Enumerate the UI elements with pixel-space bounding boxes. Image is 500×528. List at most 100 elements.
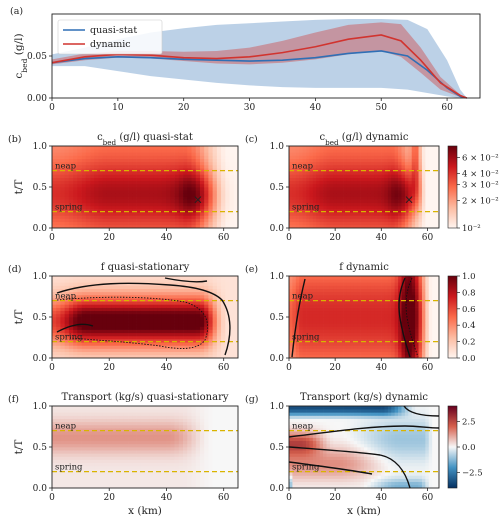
heatmap-cell — [56, 193, 61, 197]
heatmap-cell — [52, 418, 57, 423]
heatmap-cell — [329, 288, 334, 293]
heatmap-cell — [377, 351, 382, 356]
heatmap-cell — [289, 342, 293, 346]
heatmap-cell — [221, 199, 226, 204]
heatmap-cell — [404, 155, 409, 159]
heatmap-cell — [411, 326, 416, 330]
heatmap-cell — [350, 161, 355, 166]
heatmap-cell — [343, 304, 348, 308]
heatmap-cell — [391, 335, 396, 340]
heatmap-cell — [233, 193, 239, 197]
heatmap-cell — [340, 161, 344, 166]
heatmap-cell — [323, 183, 327, 188]
heatmap-cell — [115, 288, 120, 293]
heatmap-cell — [77, 320, 82, 324]
heatmap-cell — [178, 193, 184, 197]
heatmap-cell — [394, 221, 399, 226]
heatmap-cell — [90, 183, 95, 188]
heatmap-cell — [357, 291, 361, 296]
heatmap-cell — [415, 155, 419, 159]
heatmap-cell — [384, 342, 389, 346]
heatmap-cell — [374, 205, 378, 210]
heatmap-cell — [435, 329, 440, 334]
heatmap-cell — [204, 221, 209, 226]
heatmap-cell — [299, 304, 303, 308]
heatmap-cell — [199, 196, 205, 200]
heatmap-cell — [398, 212, 402, 216]
heatmap-cell — [299, 152, 303, 156]
heatmap-cell — [64, 218, 70, 223]
heatmap-cell — [128, 339, 133, 343]
heatmap-cell — [326, 209, 331, 213]
heatmap-cell — [377, 209, 382, 213]
heatmap-cell — [98, 354, 104, 359]
heatmap-cell — [343, 171, 348, 175]
heatmap-cell — [309, 202, 314, 207]
heatmap-cell — [221, 161, 226, 166]
heatmap-cell — [174, 193, 180, 197]
heatmap-cell — [73, 475, 78, 479]
heatmap-cell — [306, 209, 310, 213]
heatmap-cell — [374, 161, 378, 166]
heatmap-cell — [295, 152, 300, 156]
heatmap-cell — [157, 180, 163, 185]
heatmap-cell — [364, 288, 368, 293]
heatmap-cell — [329, 279, 334, 283]
heatmap-cell — [60, 409, 66, 413]
heatmap-cell — [312, 348, 317, 353]
heatmap-cell — [394, 323, 399, 327]
heatmap-cell — [411, 177, 416, 182]
heatmap-cell — [161, 199, 167, 204]
heatmap-cell — [411, 224, 416, 229]
heatmap-cell — [323, 342, 327, 346]
heatmap-cell — [360, 298, 365, 302]
heatmap-cell — [102, 155, 108, 159]
heatmap-cell — [418, 298, 423, 302]
heatmap-cell — [111, 193, 116, 197]
heatmap-cell — [432, 161, 436, 166]
heatmap-cell — [68, 335, 74, 340]
heatmap-cell — [370, 190, 375, 194]
heatmap-cell — [229, 285, 235, 289]
heatmap-cell — [377, 348, 382, 353]
heatmap-cell — [336, 326, 341, 330]
heatmap-cell — [377, 301, 382, 305]
heatmap-cell — [289, 291, 293, 296]
heatmap-cell — [178, 285, 184, 289]
heatmap-cell — [326, 155, 331, 159]
heatmap-cell — [208, 276, 213, 280]
heatmap-cell — [161, 339, 167, 343]
heatmap-cell — [90, 174, 95, 178]
heatmap-cell — [115, 149, 120, 153]
heatmap-cell — [149, 307, 154, 312]
heatmap-cell — [292, 187, 297, 191]
heatmap-cell — [153, 348, 159, 353]
heatmap-cell — [149, 199, 154, 204]
heatmap-cell — [340, 326, 344, 330]
heatmap-cell — [428, 209, 433, 213]
heatmap-cell — [161, 313, 167, 318]
heatmap-cell — [85, 224, 91, 229]
heatmap-cell — [289, 326, 293, 330]
heatmap-cell — [353, 317, 358, 321]
heatmap-cell — [350, 196, 355, 200]
heatmap-cell — [98, 329, 104, 334]
heatmap-cell — [343, 351, 348, 356]
heatmap-cell — [312, 351, 317, 356]
heatmap-cell — [68, 412, 74, 416]
heatmap-cell — [306, 348, 310, 353]
heatmap-cell — [123, 348, 129, 353]
heatmap-cell — [68, 409, 74, 413]
heatmap-cell — [77, 450, 82, 454]
heatmap-cell — [128, 161, 133, 166]
heatmap-cell — [195, 329, 201, 334]
heatmap-cell — [309, 199, 314, 204]
heatmap-cell — [384, 285, 389, 289]
heatmap-cell — [336, 199, 341, 204]
heatmap-cell — [85, 221, 91, 226]
heatmap-cell — [353, 202, 358, 207]
heatmap-cell — [326, 152, 331, 156]
heatmap-cell — [391, 218, 396, 223]
heatmap-cell — [394, 218, 399, 223]
heatmap-cell — [323, 320, 327, 324]
